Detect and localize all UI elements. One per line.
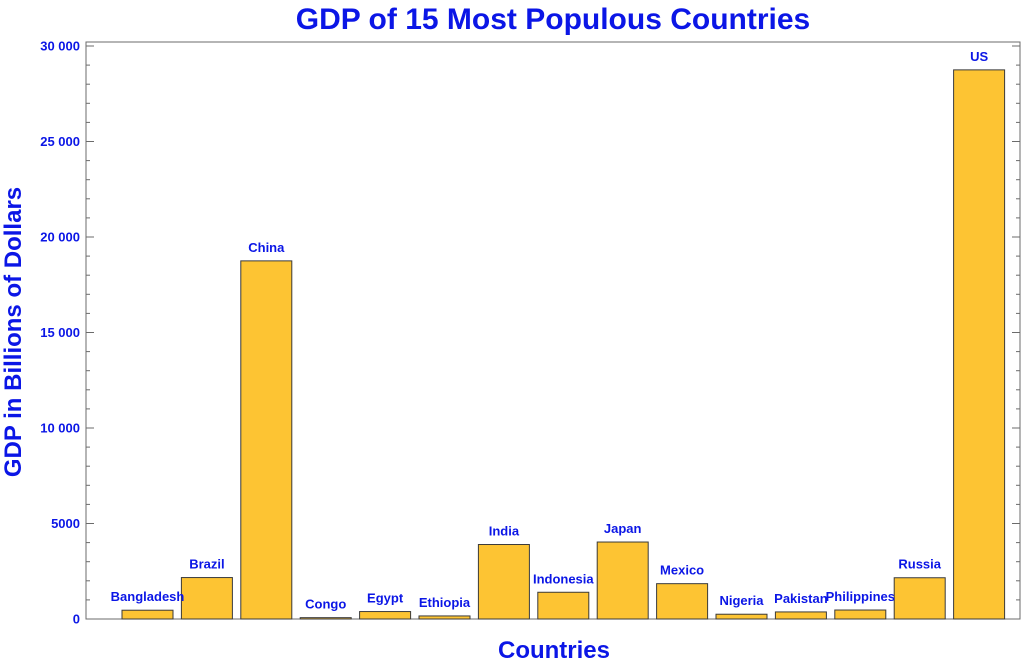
- bar-brazil: [180, 577, 233, 620]
- bar-bangladesh: [121, 609, 174, 620]
- bar-japan: [596, 541, 649, 620]
- bar-label-brazil: Brazil: [189, 557, 224, 572]
- bar-label-nigeria: Nigeria: [719, 593, 764, 608]
- bars: [121, 69, 1006, 620]
- axis-ticks: 0 5000 10 000 15 000 20 000 25 000 30 000: [40, 39, 1020, 627]
- y-tick-label: 20 000: [40, 230, 80, 245]
- bar-label-japan: Japan: [604, 521, 642, 536]
- bar-label-india: India: [489, 524, 520, 539]
- bar-russia: [893, 577, 946, 620]
- y-tick-label: 30 000: [40, 39, 80, 54]
- plot-frame: [85, 41, 1021, 620]
- y-tick-label: 25 000: [40, 134, 80, 149]
- y-axis-label: GDP in Billions of Dollars: [0, 187, 27, 477]
- y-tick-label: 5000: [51, 516, 80, 531]
- bar-philippines: [834, 609, 887, 620]
- bar-nigeria: [715, 613, 768, 620]
- bar-label-bangladesh: Bangladesh: [111, 589, 185, 604]
- bar-us: [953, 69, 1006, 620]
- bar-indonesia: [537, 591, 590, 620]
- y-tick-label: 15 000: [40, 325, 80, 340]
- bar-pakistan: [774, 611, 827, 620]
- bar-label-ethiopia: Ethiopia: [419, 595, 471, 610]
- bar-egypt: [359, 611, 412, 620]
- bar-label-mexico: Mexico: [660, 563, 704, 578]
- bar-ethiopia: [418, 615, 471, 620]
- bar-label-us: US: [970, 49, 988, 64]
- bar-mexico: [656, 583, 709, 620]
- y-tick-label: 10 000: [40, 421, 80, 436]
- bar-label-congo: Congo: [305, 597, 346, 612]
- bar-label-egypt: Egypt: [367, 591, 404, 606]
- bar-india: [477, 544, 530, 620]
- bar-labels: Bangladesh Brazil China Congo Egypt Ethiopia I…: [111, 49, 989, 612]
- bar-label-russia: Russia: [898, 557, 941, 572]
- bar-label-philippines: Philippines: [826, 589, 895, 604]
- x-axis-label: Countries: [498, 637, 610, 664]
- bar-china: [240, 260, 293, 620]
- chart-title: GDP of 15 Most Populous Countries: [296, 3, 810, 36]
- y-tick-label: 0: [73, 612, 80, 627]
- bar-label-indonesia: Indonesia: [533, 571, 594, 586]
- bar-label-pakistan: Pakistan: [774, 591, 828, 606]
- bar-label-china: China: [248, 240, 285, 255]
- bar-congo: [299, 617, 352, 620]
